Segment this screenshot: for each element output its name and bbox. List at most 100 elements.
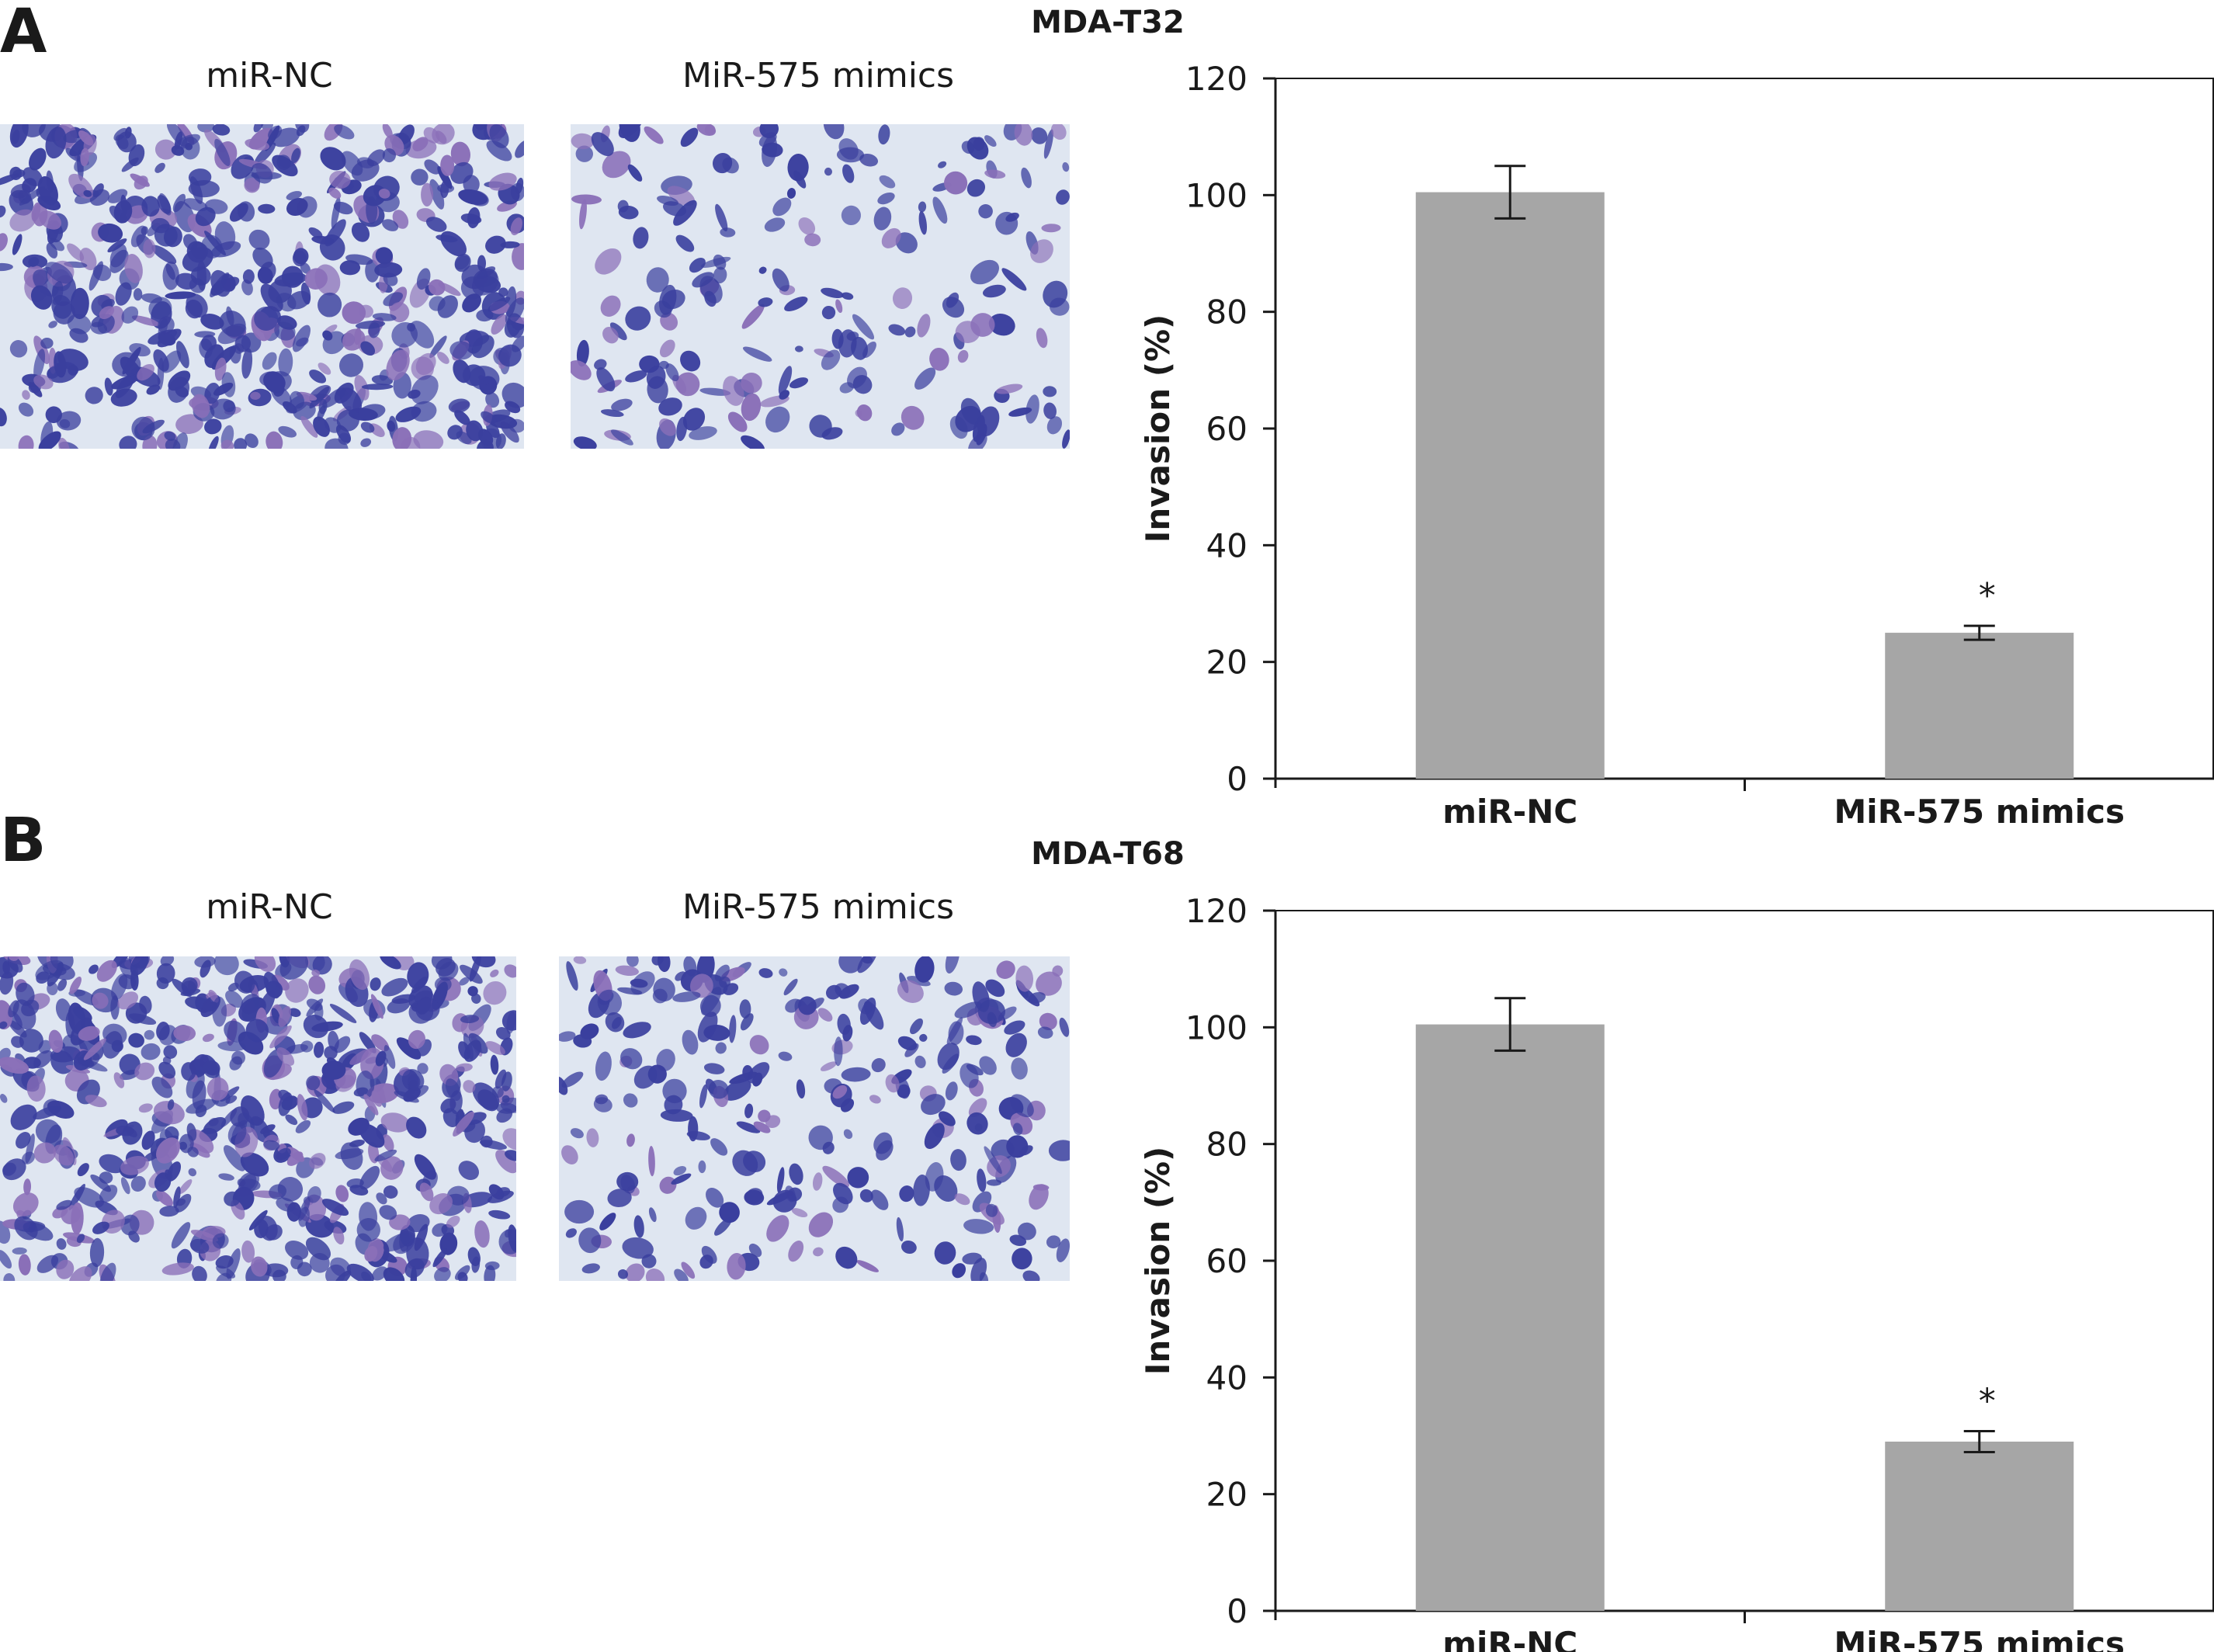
stained-cell (279, 956, 309, 980)
stained-cell (729, 1071, 758, 1085)
stained-cell (131, 416, 155, 441)
stained-cell (322, 330, 333, 341)
stained-cell (51, 281, 64, 305)
stained-cell (437, 165, 453, 189)
stained-cell (9, 124, 29, 148)
stained-cell (212, 996, 227, 1027)
stained-cell (611, 398, 633, 411)
stained-cell (364, 1246, 378, 1262)
stained-cell (573, 436, 597, 449)
stained-cell (272, 1269, 286, 1281)
stained-cell (99, 1154, 125, 1174)
stained-cell (772, 1189, 797, 1213)
stained-cell (173, 1186, 181, 1209)
stained-cell (429, 335, 447, 359)
stained-cell (995, 211, 1019, 235)
stained-cell (984, 169, 1006, 179)
stained-cell (838, 956, 863, 974)
stained-cell (181, 1062, 196, 1081)
stained-cell (58, 437, 71, 449)
stained-cell (648, 1207, 657, 1223)
stained-cell (434, 1267, 451, 1281)
stained-cell (194, 956, 216, 968)
stained-cell (387, 420, 396, 432)
stained-cell (456, 1063, 473, 1072)
stained-cell (139, 995, 152, 1015)
stained-cell (454, 410, 470, 425)
stained-cell (0, 1000, 13, 1030)
stained-cell (856, 404, 873, 422)
stained-cell (742, 346, 772, 362)
stained-cell (571, 360, 592, 380)
stained-cell (12, 234, 23, 255)
stained-cell (852, 314, 875, 340)
stained-cell (412, 137, 429, 151)
stained-cell (269, 1025, 292, 1049)
stained-cell (580, 1023, 599, 1039)
stained-cell (490, 969, 499, 977)
y-tick-label: 40 (1206, 1359, 1248, 1397)
stained-cell (478, 375, 489, 385)
stained-cell (141, 1043, 161, 1060)
stained-cell (897, 1036, 918, 1051)
stained-cell (332, 1101, 355, 1114)
stained-cell (798, 996, 817, 1015)
stained-cell (835, 1246, 858, 1269)
stained-cell (45, 127, 67, 159)
stained-cell (297, 196, 318, 218)
stained-cell (162, 261, 179, 290)
stained-cell (68, 1266, 92, 1281)
stained-cell (787, 154, 809, 182)
stained-cell (468, 1032, 488, 1054)
stained-cell (779, 390, 789, 400)
stained-cell (300, 415, 318, 438)
y-tick-label: 80 (1206, 1126, 1248, 1164)
stained-cell (458, 1161, 479, 1181)
stained-cell (682, 1029, 699, 1055)
stained-cell (113, 1072, 125, 1088)
stained-cell (121, 306, 139, 324)
stained-cell (491, 1086, 504, 1098)
stained-cell (659, 418, 676, 436)
stained-cell (658, 397, 682, 416)
stained-cell (380, 1156, 404, 1180)
stained-cell (1029, 1184, 1049, 1210)
stained-cell (917, 314, 931, 338)
stained-cell (334, 1036, 351, 1053)
stained-cell (282, 401, 297, 414)
stained-cell (1037, 1026, 1053, 1039)
stained-cell (244, 178, 260, 193)
stained-cell (29, 148, 47, 171)
stained-cell (241, 348, 253, 379)
stained-cell (772, 197, 792, 217)
stained-cell (0, 1021, 8, 1029)
stained-cell (1046, 416, 1063, 435)
stained-cell (948, 1021, 964, 1046)
stained-cell (263, 1140, 280, 1150)
panel-letter-a: A (0, 0, 47, 67)
stained-cell (672, 991, 701, 1002)
stained-cell (383, 1045, 396, 1069)
stained-cell (766, 1215, 789, 1242)
stained-cell (571, 133, 595, 150)
stained-cell (9, 166, 23, 180)
stained-cell (831, 328, 844, 349)
y-axis-label: Invasion (%) (1139, 1147, 1177, 1376)
stained-cell (966, 1035, 982, 1046)
stained-cell (715, 1042, 727, 1054)
y-tick-label: 80 (1206, 293, 1248, 331)
bar-1 (1415, 192, 1605, 779)
stained-cell (245, 433, 259, 449)
stained-cell (822, 1165, 849, 1188)
stained-cell (14, 1216, 38, 1241)
stained-cell (460, 1015, 480, 1024)
stained-cell (432, 124, 455, 145)
stained-cell (437, 352, 449, 364)
stained-cell (490, 1054, 499, 1075)
stained-cell (311, 1021, 343, 1032)
stained-cell (18, 435, 34, 449)
stained-cell (798, 217, 816, 235)
y-tick-label: 120 (1185, 892, 1248, 930)
stained-cell (1019, 1145, 1033, 1156)
stained-cell (879, 175, 896, 189)
